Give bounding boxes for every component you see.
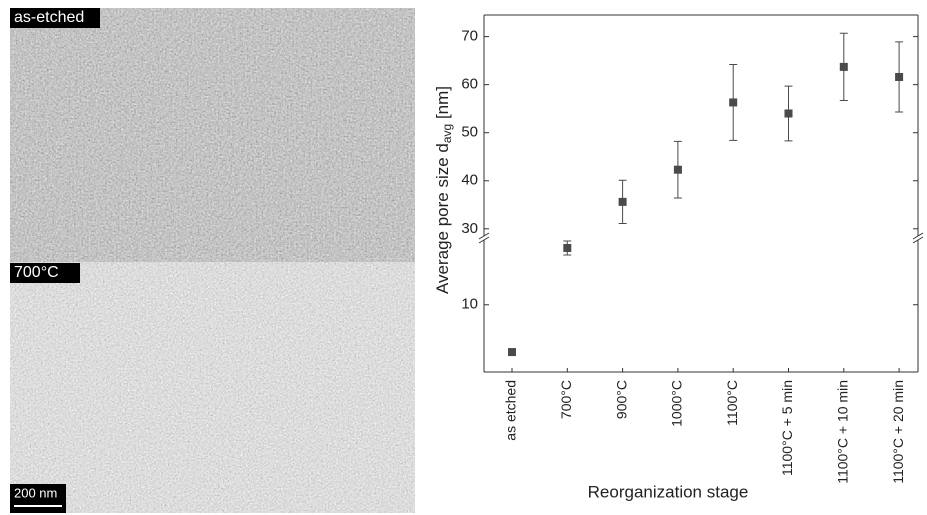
y-tick-label: 40	[461, 172, 478, 189]
y-tick-label: 10	[461, 296, 478, 313]
axis-break	[478, 232, 490, 244]
x-tick-label: 1100°C + 10 min	[835, 380, 851, 484]
x-tick-label: 1100°C + 20 min	[890, 380, 906, 484]
x-tick-label: 1100°C + 5 min	[779, 380, 795, 476]
y-label-part: avg	[440, 124, 454, 143]
point	[618, 197, 627, 206]
y-tick-label: 30	[461, 220, 478, 237]
point	[784, 109, 793, 118]
y-axis-label: Average pore size davg [nm]	[433, 86, 454, 294]
sem-image	[10, 262, 415, 513]
y-label-part: Average pore size d	[433, 143, 452, 294]
label-bg	[10, 8, 100, 28]
scale-bg	[10, 484, 66, 513]
label-bg	[10, 263, 80, 283]
y-tick-label: 60	[461, 76, 478, 93]
y-tick-label: 70	[461, 28, 478, 45]
point	[839, 62, 848, 71]
x-tick-label: as etched	[503, 380, 519, 441]
x-tick-label: 1100°C	[724, 380, 740, 426]
point	[895, 72, 904, 81]
y-label-part: [nm]	[433, 86, 452, 124]
axis-break	[912, 232, 924, 244]
panel-label: as-etched	[14, 9, 84, 26]
chart: 10 30 40 50 60 70 Average pore size davg [nm] R…	[433, 14, 924, 501]
point	[729, 98, 738, 107]
panel-label: 700°C	[14, 264, 59, 281]
point	[673, 165, 682, 174]
sem-image	[10, 8, 415, 262]
x-axis-label: Reorganization stage	[588, 482, 749, 501]
x-tick-label: 900°C	[613, 380, 629, 419]
x-tick-label: 700°C	[558, 380, 574, 419]
scale-bar-label: 200 nm	[14, 485, 57, 500]
x-tick-label: 1000°C	[669, 380, 685, 427]
y-tick-label: 50	[461, 124, 478, 141]
point	[508, 348, 516, 357]
point	[563, 243, 572, 252]
